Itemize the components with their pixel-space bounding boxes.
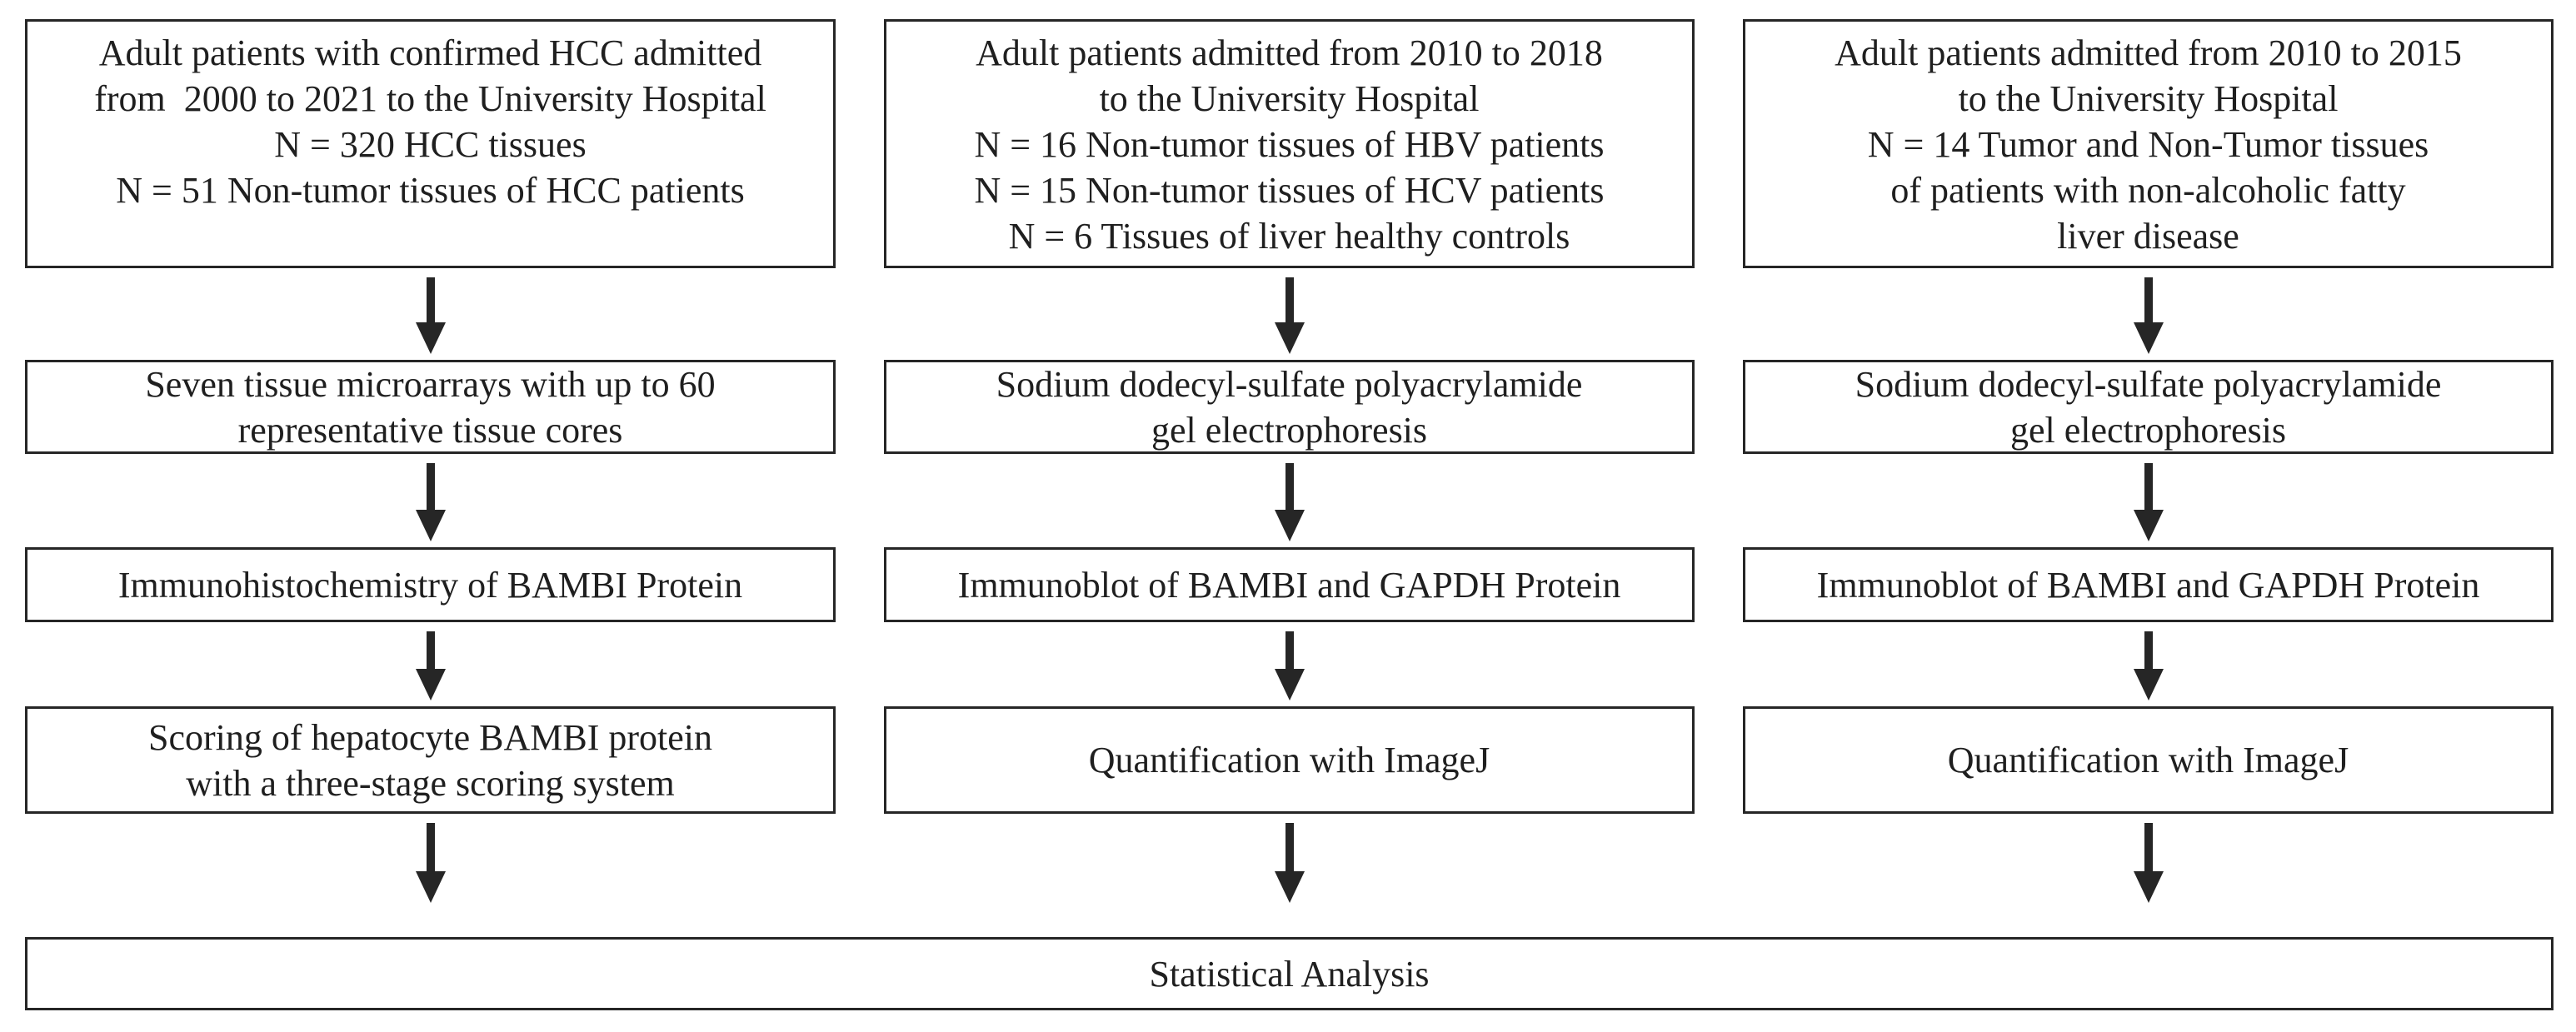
arrow-stem [2144, 463, 2153, 510]
quantification-box: Quantification with ImageJ [884, 706, 1695, 814]
arrow-head [2133, 510, 2164, 541]
box-text-line: Statistical Analysis [1149, 953, 1430, 995]
down-arrow-icon [884, 622, 1695, 706]
box-text-line: Immunoblot of BAMBI and GAPDH Protein [1816, 564, 2480, 606]
arrow-stem [2144, 631, 2153, 669]
box-text-line: of patients with non-alcoholic fatty [1890, 170, 2406, 211]
box-text-line: N = 51 Non-tumor tissues of HCC patients [116, 170, 745, 211]
down-arrow-icon [1743, 454, 2554, 547]
arrow-head [2133, 322, 2164, 354]
arrow-stem [1285, 277, 1294, 322]
cohort-box-hcc: Adult patients with confirmed HCC admitt… [25, 19, 836, 268]
box-text-line: Quantification with ImageJ [1088, 740, 1490, 780]
box-text-line: Sodium dodecyl-sulfate polyacrylamide [996, 363, 1583, 405]
down-arrow-icon [25, 814, 836, 937]
box-text-line: gel electrophoresis [1151, 409, 1428, 451]
arrow-head [415, 669, 446, 700]
box-text-line: liver disease [2057, 216, 2239, 257]
immunoblot-box: Immunoblot of BAMBI and GAPDH Protein [884, 547, 1695, 622]
scoring-box: Scoring of hepatocyte BAMBI protein with… [25, 706, 836, 814]
cohort-box-hbv-hcv: Adult patients admitted from 2010 to 201… [884, 19, 1695, 268]
arrow-stem [426, 823, 435, 871]
down-arrow-icon [1743, 814, 2554, 937]
down-arrow-icon [884, 268, 1695, 360]
box-text-line: from 2000 to 2021 to the University Hosp… [94, 78, 766, 119]
box-text-line: Quantification with ImageJ [1947, 740, 2349, 780]
box-text-line: to the University Hospital [1958, 78, 2339, 119]
flow-column-hbv-hcv-cohort: Adult patients admitted from 2010 to 201… [884, 19, 1695, 937]
box-text-line: N = 14 Tumor and Non-Tumor tissues [1867, 124, 2429, 165]
box-text-line: Immunohistochemistry of BAMBI Protein [117, 564, 743, 606]
cohort-box-nafld: Adult patients admitted from 2010 to 201… [1743, 19, 2554, 268]
box-text-line: N = 16 Non-tumor tissues of HBV patients [974, 124, 1605, 165]
arrow-head [1274, 669, 1305, 700]
arrow-stem [2144, 823, 2153, 871]
box-text-line: representative tissue cores [237, 409, 623, 451]
arrow-head [415, 510, 446, 541]
down-arrow-icon [25, 622, 836, 706]
down-arrow-icon [25, 268, 836, 360]
down-arrow-icon [25, 454, 836, 547]
box-text-line: N = 320 HCC tissues [274, 124, 587, 165]
box-text-line: Adult patients with confirmed HCC admitt… [98, 32, 762, 73]
sds-page-box: Sodium dodecyl-sulfate polyacrylamide ge… [884, 360, 1695, 454]
down-arrow-icon [1743, 268, 2554, 360]
flow-column-nafld-cohort: Adult patients admitted from 2010 to 201… [1743, 19, 2554, 937]
arrow-head [2133, 871, 2164, 903]
box-text-line: Adult patients admitted from 2010 to 201… [1835, 32, 2462, 73]
box-text-line: N = 6 Tissues of liver healthy controls [1008, 216, 1570, 257]
arrow-stem [1285, 463, 1294, 510]
box-text-line: gel electrophoresis [2009, 409, 2287, 451]
arrow-stem [2144, 277, 2153, 322]
box-text-line: Adult patients admitted from 2010 to 201… [976, 32, 1603, 73]
box-text-line: Immunoblot of BAMBI and GAPDH Protein [957, 564, 1621, 606]
arrow-stem [426, 277, 435, 322]
tissue-microarray-box: Seven tissue microarrays with up to 60 r… [25, 360, 836, 454]
down-arrow-icon [884, 454, 1695, 547]
down-arrow-icon [884, 814, 1695, 937]
box-text-line: N = 15 Non-tumor tissues of HCV patients [974, 170, 1605, 211]
arrow-head [415, 322, 446, 354]
quantification-box: Quantification with ImageJ [1743, 706, 2554, 814]
immunohistochemistry-box: Immunohistochemistry of BAMBI Protein [25, 547, 836, 622]
arrow-head [415, 871, 446, 903]
arrow-head [1274, 871, 1305, 903]
box-text-line: Seven tissue microarrays with up to 60 [145, 363, 716, 405]
arrow-stem [426, 631, 435, 669]
arrow-head [2133, 669, 2164, 700]
flow-column-ihc-cohort: Adult patients with confirmed HCC admitt… [25, 19, 836, 937]
arrow-head [1274, 322, 1305, 354]
box-text-line: to the University Hospital [1099, 78, 1480, 119]
statistical-analysis-box: Statistical Analysis [25, 937, 2554, 1010]
box-text-line: Scoring of hepatocyte BAMBI protein [148, 716, 712, 758]
arrow-stem [1285, 631, 1294, 669]
sds-page-box: Sodium dodecyl-sulfate polyacrylamide ge… [1743, 360, 2554, 454]
arrow-stem [1285, 823, 1294, 871]
box-text-line: Sodium dodecyl-sulfate polyacrylamide [1855, 363, 2442, 405]
immunoblot-box: Immunoblot of BAMBI and GAPDH Protein [1743, 547, 2554, 622]
box-text-line: with a three-stage scoring system [186, 762, 675, 804]
arrow-head [1274, 510, 1305, 541]
arrow-stem [426, 463, 435, 510]
down-arrow-icon [1743, 622, 2554, 706]
